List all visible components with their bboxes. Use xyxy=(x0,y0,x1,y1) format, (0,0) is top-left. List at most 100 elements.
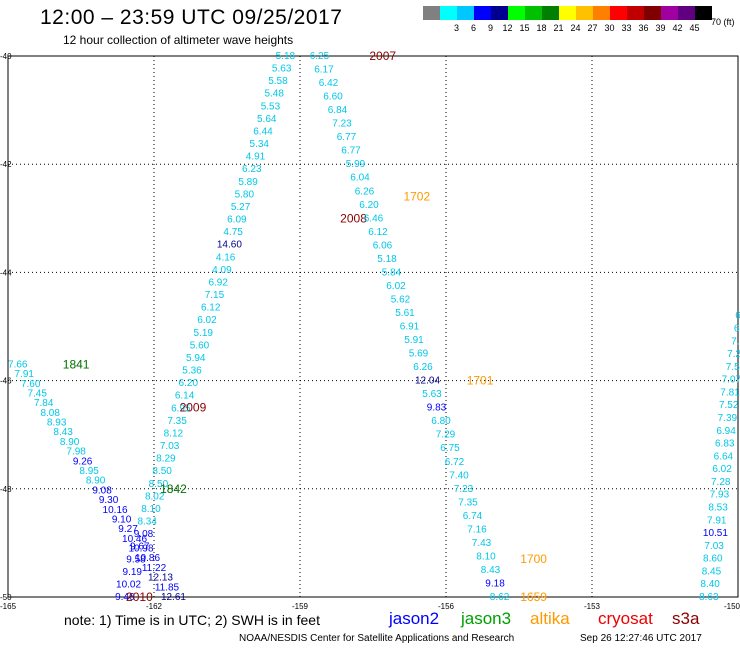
wave-height-label: 7.16 xyxy=(467,524,487,535)
wave-height-label: 6.02 xyxy=(712,464,732,475)
wave-height-label: 8.90 xyxy=(86,476,106,487)
lon-tick-label: -162 xyxy=(146,602,163,611)
lat-tick-label: -42 xyxy=(0,160,12,169)
wave-height-label: 7.35 xyxy=(458,497,478,508)
wave-height-label: 6.91 xyxy=(400,322,420,333)
wave-height-label: 6.84 xyxy=(328,105,348,116)
wave-height-label: 6 xyxy=(734,323,740,334)
legend-label: 33 xyxy=(621,23,632,33)
legend-label: 18 xyxy=(536,23,547,33)
wave-height-label: 9.08 xyxy=(134,529,154,540)
wave-height-label: 9.58 xyxy=(126,554,146,565)
legend-swatch xyxy=(695,6,712,20)
wave-height-label: 5.58 xyxy=(268,76,288,87)
wave-height-label: 6.94 xyxy=(716,426,736,437)
wave-height-label: 11.22 xyxy=(142,563,167,574)
legend-swatch xyxy=(593,6,610,20)
wave-height-label: 7.2 xyxy=(727,349,740,360)
wave-height-label: 9.18 xyxy=(485,578,505,589)
legend-swatch xyxy=(678,6,695,20)
wave-height-label: 8.40 xyxy=(700,579,720,590)
footer-note: note: 1) Time is in UTC; 2) SWH is in fe… xyxy=(64,612,320,628)
wave-height-label: 6.20 xyxy=(179,378,199,389)
lon-tick-label: -165 xyxy=(0,602,17,611)
wave-height-label: 6.04 xyxy=(350,173,370,184)
wave-height-label: 7.23 xyxy=(332,119,352,130)
satellite-name-cryosat: cryosat xyxy=(598,609,653,628)
legend-swatch xyxy=(491,6,508,20)
wave-height-label: 7.39 xyxy=(718,413,738,424)
pass-time-label: 1702 xyxy=(403,190,430,204)
wave-height-label: 5.62 xyxy=(391,294,411,305)
wave-height-label: 7.28 xyxy=(711,477,731,488)
legend-label: 27 xyxy=(587,23,598,33)
wave-height-label: 7.07 xyxy=(722,375,740,386)
wave-height-label: 7.35 xyxy=(167,416,187,427)
wave-height-label: 6.06 xyxy=(373,240,393,251)
wave-height-label: 5.69 xyxy=(409,349,429,360)
wave-height-label: 8.90 xyxy=(60,437,80,448)
wave-height-label: 8.12 xyxy=(164,428,184,439)
pass-time-label: 1842 xyxy=(160,482,187,496)
wave-height-label: 7.91 xyxy=(707,515,727,526)
page-subtitle: 12 hour collection of altimeter wave hei… xyxy=(63,33,294,47)
wave-height-label: 7.03 xyxy=(704,541,724,552)
wave-height-label: 8.63 xyxy=(699,592,719,603)
wave-height-label: 6.26 xyxy=(413,362,433,373)
legend-swatch xyxy=(508,6,525,20)
wave-height-label: 6.80 xyxy=(431,416,451,427)
map-frame xyxy=(7,55,739,598)
legend-label: 45 xyxy=(689,23,700,33)
wave-height-label: 6.75 xyxy=(440,443,460,454)
wave-height-label: 7.5 xyxy=(726,362,740,373)
wave-height-label: 5.61 xyxy=(395,308,415,319)
legend-swatch xyxy=(576,6,593,20)
wave-height-label: 8.10 xyxy=(476,551,496,562)
legend-label: 39 xyxy=(655,23,666,33)
wave-height-label: 10.86 xyxy=(135,553,160,564)
wave-height-label: 8.50 xyxy=(149,479,169,490)
wave-height-label: 5.63 xyxy=(272,64,292,75)
wave-height-label: 7.93 xyxy=(710,490,730,501)
pass-time-label: 2010 xyxy=(126,590,153,604)
satellite-name-s3a: s3a xyxy=(672,609,700,628)
wave-height-label: 12.61 xyxy=(161,592,186,603)
legend-swatch xyxy=(423,6,440,20)
wave-height-label: 6.42 xyxy=(319,78,339,89)
wave-height-label: 7.23 xyxy=(454,484,474,495)
wave-height-label: 6.77 xyxy=(337,132,357,143)
wave-height-label: 5.80 xyxy=(235,189,255,200)
legend-swatch xyxy=(474,6,491,20)
wave-height-label: 6.25 xyxy=(310,51,330,62)
wave-height-label: 6.02 xyxy=(386,281,406,292)
wave-height-label: 8.60 xyxy=(703,554,723,565)
wave-height-label: 7.84 xyxy=(34,398,54,409)
wave-height-label: 12.13 xyxy=(148,573,173,584)
wave-height-label: 4.75 xyxy=(223,227,243,238)
wave-height-label: 7.98 xyxy=(66,447,86,458)
wave-height-label: 5.18 xyxy=(377,254,397,265)
wave-height-label: 7.45 xyxy=(27,388,47,399)
wave-height-label: 5.27 xyxy=(231,202,251,213)
wave-height-label: 6.17 xyxy=(314,65,334,76)
pass-time-label: 2007 xyxy=(369,49,396,63)
wave-height-label: 6.92 xyxy=(208,277,228,288)
wave-height-label: 5.48 xyxy=(264,89,284,100)
lat-tick-label: -48 xyxy=(0,485,12,494)
legend-label: 42 xyxy=(672,23,683,33)
wave-height-label: 6.02 xyxy=(197,315,217,326)
page-title: 12:00 – 23:59 UTC 09/25/2017 xyxy=(40,6,343,29)
wave-height-label: 6.83 xyxy=(715,439,735,450)
wave-height-label: 6 xyxy=(735,311,740,322)
wave-height-label: 14.60 xyxy=(217,240,242,251)
wave-height-label: 7.15 xyxy=(205,290,225,301)
lon-tick-label: -150 xyxy=(724,602,740,611)
wave-height-label: 8.50 xyxy=(152,466,172,477)
wave-height-label: 8.62 xyxy=(490,592,510,603)
legend-label: 15 xyxy=(519,23,530,33)
wave-height-label: 6.12 xyxy=(368,227,388,238)
wave-height-label: 8.45 xyxy=(702,566,722,577)
pass-time-label: 1841 xyxy=(63,357,90,371)
lon-tick-label: -156 xyxy=(438,602,455,611)
